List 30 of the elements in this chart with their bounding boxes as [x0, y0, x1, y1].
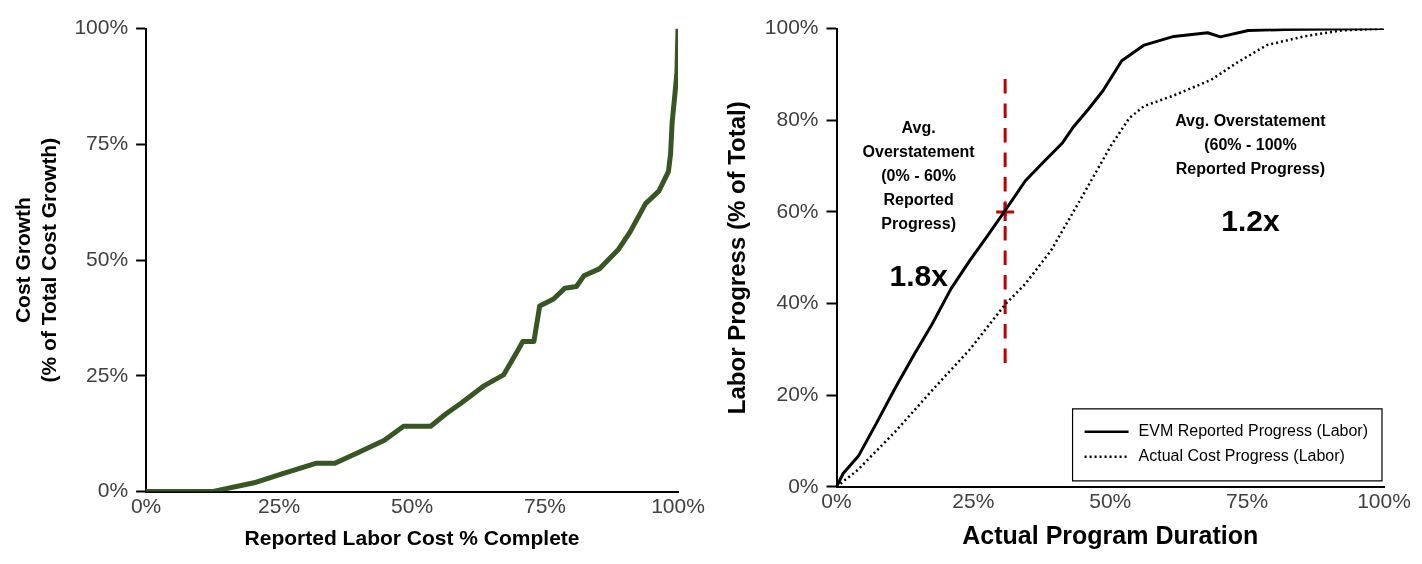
x-tick-label: 75%	[1226, 489, 1269, 513]
y-tick-label: 25%	[86, 362, 129, 386]
x-axis-title: Reported Labor Cost % Complete	[244, 526, 580, 550]
annotation: Avg. Overstatement (0% - 60% Reported Progress)	[862, 118, 976, 232]
y-axis-title: Labor Progress (% of Total)	[723, 101, 751, 415]
y-axis-title: Cost Growth (% of Total Cost Growth)	[11, 137, 60, 383]
annotation: 1.8x	[889, 258, 949, 292]
x-tick-label: 75%	[524, 494, 567, 517]
x-tick-label: 25%	[258, 494, 301, 517]
x-tick-label: 100%	[1357, 489, 1411, 513]
y-tick-label: 80%	[776, 107, 819, 131]
x-tick-label: 0%	[130, 494, 162, 517]
y-tick-label: 75%	[86, 131, 129, 155]
x-axis-title: Actual Program Duration	[962, 520, 1259, 549]
legend-label: EVM Reported Progress (Labor)	[1138, 422, 1369, 440]
y-tick-label: 50%	[86, 246, 129, 270]
x-tick-label: 50%	[391, 494, 434, 517]
y-tick-label: 60%	[776, 198, 819, 222]
annotation: 1.2x	[1221, 203, 1280, 237]
x-tick-label: 25%	[952, 489, 995, 513]
x-tick-label: 0%	[821, 489, 852, 513]
y-tick-label: 0%	[788, 473, 819, 497]
x-tick-label: 50%	[1089, 489, 1132, 513]
y-tick-label: 40%	[776, 290, 819, 314]
legend-label: Actual Cost Progress (Labor)	[1138, 447, 1345, 465]
annotation: Avg. Overstatement (60% - 100% Reported Progress)	[1175, 111, 1327, 177]
y-tick-label: 100%	[764, 15, 819, 39]
y-tick-label: 20%	[776, 381, 819, 405]
y-tick-label: 100%	[74, 15, 129, 39]
x-tick-label: 100%	[651, 494, 705, 517]
